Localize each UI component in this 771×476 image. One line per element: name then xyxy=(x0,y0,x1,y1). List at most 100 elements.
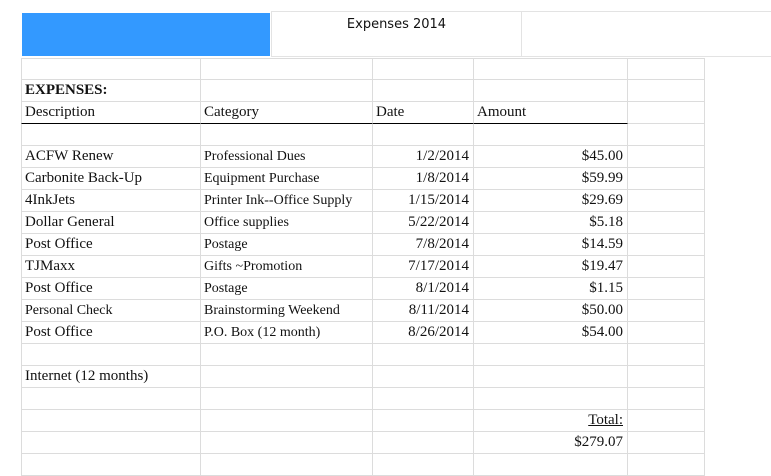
category-cell[interactable]: Equipment Purchase xyxy=(201,168,373,190)
cell[interactable] xyxy=(21,124,201,146)
header-category[interactable]: Category xyxy=(201,102,373,124)
amount-cell[interactable]: $5.18 xyxy=(474,212,628,234)
category-cell[interactable]: Professional Dues xyxy=(201,146,373,168)
cell[interactable] xyxy=(201,58,373,80)
cell[interactable] xyxy=(373,454,474,476)
cell[interactable] xyxy=(474,454,628,476)
cell[interactable] xyxy=(21,344,201,366)
category-cell[interactable]: Postage xyxy=(201,278,373,300)
cell[interactable] xyxy=(21,58,201,80)
description-cell[interactable]: Dollar General xyxy=(21,212,201,234)
amount-cell[interactable]: $59.99 xyxy=(474,168,628,190)
category-cell[interactable]: Brainstorming Weekend xyxy=(201,300,373,322)
header-amount[interactable]: Amount xyxy=(474,102,628,124)
category-cell[interactable]: Office supplies xyxy=(201,212,373,234)
total-label: Total: xyxy=(588,412,623,428)
description-cell[interactable]: Carbonite Back-Up xyxy=(21,168,201,190)
sheet-title: Expenses 2014 xyxy=(346,17,447,32)
cell[interactable] xyxy=(628,322,705,344)
date-cell[interactable]: 7/17/2014 xyxy=(373,256,474,278)
cell[interactable] xyxy=(373,80,474,102)
cell[interactable] xyxy=(628,168,705,190)
cell[interactable] xyxy=(373,58,474,80)
cell[interactable] xyxy=(628,388,705,410)
cell[interactable] xyxy=(474,80,628,102)
cell[interactable] xyxy=(201,432,373,454)
cell[interactable] xyxy=(201,344,373,366)
header-date[interactable]: Date xyxy=(373,102,474,124)
cell[interactable] xyxy=(21,388,201,410)
header-color-block[interactable] xyxy=(22,13,270,56)
cell[interactable] xyxy=(628,278,705,300)
category-cell[interactable]: Postage xyxy=(201,234,373,256)
cell[interactable] xyxy=(628,454,705,476)
cell[interactable] xyxy=(373,366,474,388)
date-cell[interactable]: 7/8/2014 xyxy=(373,234,474,256)
total-label-cell[interactable]: Total: xyxy=(474,410,628,432)
cell[interactable] xyxy=(373,344,474,366)
cell[interactable] xyxy=(628,124,705,146)
cell[interactable] xyxy=(474,124,628,146)
section-label[interactable]: EXPENSES: xyxy=(21,80,201,102)
cell[interactable] xyxy=(201,410,373,432)
cell[interactable] xyxy=(628,102,705,124)
cell[interactable] xyxy=(21,410,201,432)
cell[interactable] xyxy=(628,190,705,212)
cell[interactable] xyxy=(628,300,705,322)
cell[interactable] xyxy=(628,256,705,278)
cell[interactable] xyxy=(628,58,705,80)
description-cell[interactable]: ACFW Renew xyxy=(21,146,201,168)
cell[interactable] xyxy=(201,388,373,410)
date-cell[interactable]: 1/2/2014 xyxy=(373,146,474,168)
amount-cell[interactable]: $1.15 xyxy=(474,278,628,300)
sheet-title-cell[interactable]: Expenses 2014 xyxy=(271,11,522,57)
total-value-cell[interactable]: $279.07 xyxy=(474,432,628,454)
cell[interactable] xyxy=(373,432,474,454)
cell[interactable] xyxy=(628,344,705,366)
cell[interactable] xyxy=(373,410,474,432)
amount-cell[interactable]: $54.00 xyxy=(474,322,628,344)
cell[interactable] xyxy=(373,388,474,410)
description-cell[interactable]: TJMaxx xyxy=(21,256,201,278)
header-empty-cell[interactable] xyxy=(522,11,771,57)
description-cell[interactable]: Post Office xyxy=(21,278,201,300)
cell[interactable] xyxy=(628,410,705,432)
cell[interactable] xyxy=(474,58,628,80)
category-cell[interactable]: Gifts ~Promotion xyxy=(201,256,373,278)
cell[interactable] xyxy=(628,432,705,454)
date-cell[interactable]: 1/15/2014 xyxy=(373,190,474,212)
cell[interactable] xyxy=(474,366,628,388)
cell[interactable] xyxy=(21,454,201,476)
header-description[interactable]: Description xyxy=(21,102,201,124)
category-cell[interactable]: P.O. Box (12 month) xyxy=(201,322,373,344)
cell[interactable] xyxy=(201,366,373,388)
date-cell[interactable]: 1/8/2014 xyxy=(373,168,474,190)
date-cell[interactable]: 8/11/2014 xyxy=(373,300,474,322)
cell[interactable] xyxy=(628,366,705,388)
cell[interactable] xyxy=(628,234,705,256)
cell[interactable] xyxy=(628,212,705,234)
date-cell[interactable]: 8/26/2014 xyxy=(373,322,474,344)
cell[interactable] xyxy=(201,124,373,146)
amount-cell[interactable]: $29.69 xyxy=(474,190,628,212)
cell[interactable] xyxy=(474,344,628,366)
description-cell[interactable]: 4InkJets xyxy=(21,190,201,212)
cell[interactable] xyxy=(628,146,705,168)
extra-item-cell[interactable]: Internet (12 months) xyxy=(21,366,201,388)
amount-cell[interactable]: $19.47 xyxy=(474,256,628,278)
cell[interactable] xyxy=(201,454,373,476)
cell[interactable] xyxy=(628,80,705,102)
date-cell[interactable]: 8/1/2014 xyxy=(373,278,474,300)
date-cell[interactable]: 5/22/2014 xyxy=(373,212,474,234)
cell[interactable] xyxy=(474,388,628,410)
description-cell[interactable]: Post Office xyxy=(21,322,201,344)
cell[interactable] xyxy=(373,124,474,146)
amount-cell[interactable]: $45.00 xyxy=(474,146,628,168)
category-cell[interactable]: Printer Ink--Office Supply xyxy=(201,190,373,212)
amount-cell[interactable]: $50.00 xyxy=(474,300,628,322)
description-cell[interactable]: Post Office xyxy=(21,234,201,256)
amount-cell[interactable]: $14.59 xyxy=(474,234,628,256)
description-cell[interactable]: Personal Check xyxy=(21,300,201,322)
cell[interactable] xyxy=(201,80,373,102)
cell[interactable] xyxy=(21,432,201,454)
